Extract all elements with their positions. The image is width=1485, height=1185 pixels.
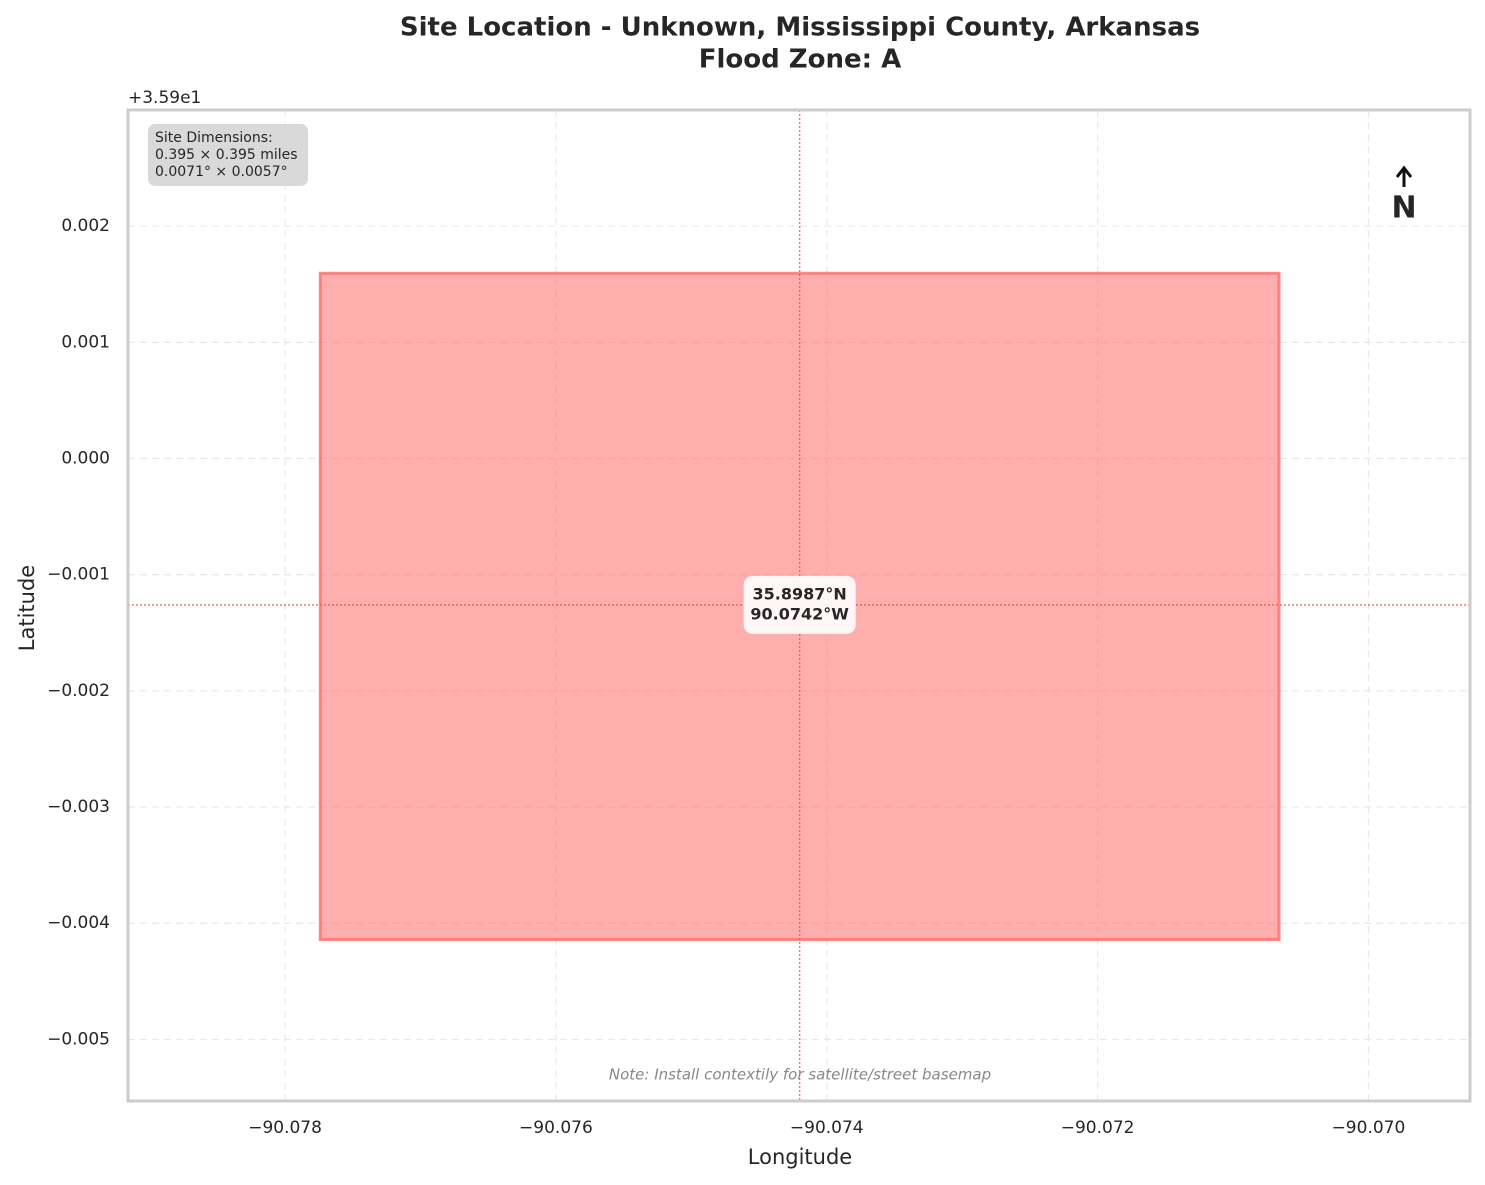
note: Note: Install contextily for satellite/s… [609, 1066, 991, 1084]
info-text: 0.395 × 0.395 miles [155, 147, 298, 163]
info-text: 0.0071° × 0.0057° [155, 164, 288, 180]
center-label: 35.8987°N [753, 584, 847, 603]
y-tick-label: −0.005 [47, 1029, 110, 1049]
north-label: N [1391, 191, 1416, 226]
info-box [148, 124, 308, 186]
y-tick-label: −0.002 [47, 681, 110, 701]
y-tick-label: 0.001 [61, 332, 110, 352]
axis-offset: +3.59e1 [128, 88, 201, 108]
y-tick-label: 0.002 [61, 216, 110, 236]
x-tick-label: −90.074 [790, 1118, 864, 1138]
y-axis-label: Latitude [15, 565, 39, 651]
chart-title: Site Location - Unknown, Mississippi Cou… [400, 13, 1200, 43]
chart-subtitle: Flood Zone: A [699, 45, 902, 75]
x-tick-label: −90.070 [1332, 1118, 1406, 1138]
plot-frame [126, 108, 1472, 1103]
x-axis-label: Longitude [748, 1145, 852, 1169]
x-tick-label: −90.076 [519, 1118, 593, 1138]
info-text: Site Dimensions: [155, 130, 273, 146]
y-tick-label: −0.003 [47, 797, 110, 817]
y-tick-label: 0.000 [61, 449, 110, 469]
north-arrow [1395, 165, 1413, 187]
center-label: 90.0742°W [750, 604, 849, 623]
x-tick-label: −90.072 [1061, 1118, 1135, 1138]
x-tick-label: −90.078 [248, 1118, 322, 1138]
y-tick-label: −0.004 [47, 913, 110, 933]
y-tick-label: −0.001 [47, 565, 110, 585]
center-label-box [743, 575, 856, 634]
